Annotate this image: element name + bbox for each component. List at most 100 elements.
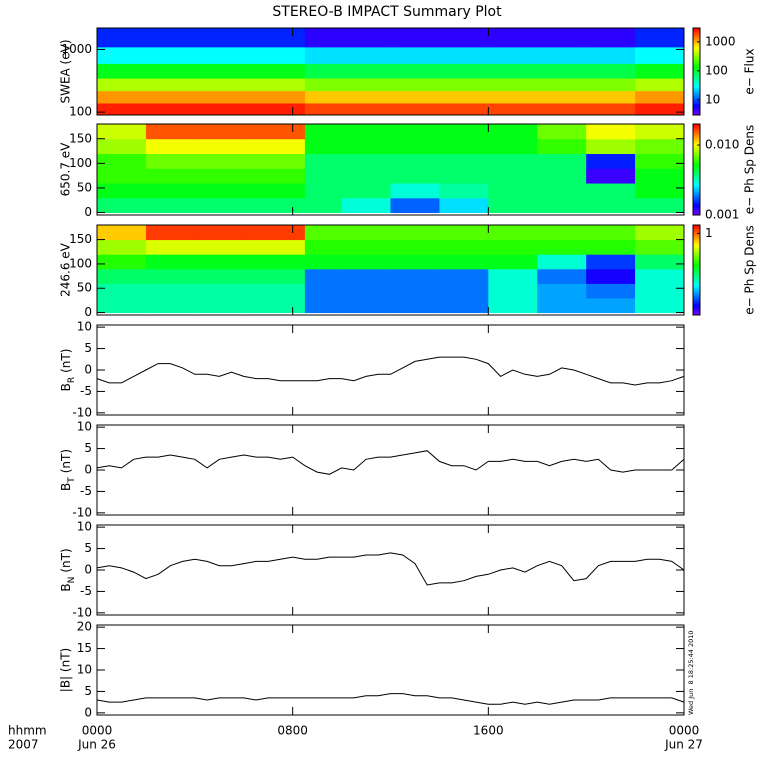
y-tick-label: 0: [84, 205, 92, 219]
colorbar-segment: [693, 246, 700, 248]
heatmap-cell: [390, 225, 440, 241]
heatmap-cell: [537, 90, 587, 104]
heatmap-cell: [586, 78, 636, 92]
heatmap-cell: [341, 183, 391, 199]
heatmap-cell: [390, 153, 440, 169]
colorbar-segment: [693, 32, 700, 35]
heatmap-cell: [390, 239, 440, 255]
colorbar-tick-label: 0.010: [705, 138, 739, 152]
heatmap-cell: [304, 28, 343, 48]
panel-frame: [96, 224, 685, 316]
heatmap-cell: [243, 183, 306, 199]
colorbar-segment: [693, 90, 700, 93]
heatmap-cell: [635, 197, 685, 214]
heatmap-cell: [586, 197, 636, 214]
colorbar-segment: [693, 166, 700, 169]
heatmap-cell: [537, 283, 587, 299]
y-tick-label: 5: [84, 441, 92, 455]
heatmap-cell: [586, 283, 636, 299]
heatmap-cell: [439, 197, 489, 214]
heatmap-cell: [243, 46, 306, 64]
heatmap-cell: [243, 239, 306, 255]
heatmap-cell: [439, 183, 489, 199]
colorbar-segment: [693, 208, 700, 211]
x-axis-label: hhmm: [8, 724, 47, 738]
heatmap-cell: [439, 268, 489, 284]
colorbar-segment: [693, 231, 700, 233]
heatmap-cell: [537, 239, 587, 255]
heatmap-cell: [537, 46, 587, 64]
colorbar-segment: [693, 88, 700, 91]
y-tick-label: -5: [80, 484, 92, 498]
heatmap-cell: [194, 28, 245, 48]
heatmap-cell: [194, 63, 245, 79]
colorbar-segment: [693, 48, 700, 51]
heatmap-cell: [635, 225, 685, 241]
colorbar-segment: [693, 106, 700, 109]
heatmap-cell: [97, 63, 147, 79]
colorbar-segment: [693, 300, 700, 302]
heatmap-cell: [537, 102, 587, 116]
colorbar-segment: [693, 110, 700, 113]
heatmap-cell: [243, 225, 306, 241]
heatmap-cell: [243, 297, 306, 314]
y-tick-label: 15: [77, 641, 92, 655]
heatmap-cell: [537, 78, 587, 92]
colorbar-segment: [693, 169, 700, 172]
colorbar-segment: [693, 36, 700, 39]
colorbar-segment: [693, 80, 700, 83]
heatmap-cell: [488, 283, 538, 299]
colorbar-segment: [693, 249, 700, 251]
colorbar-segment: [693, 210, 700, 213]
colorbar-segment: [693, 213, 700, 216]
heatmap-cell: [439, 102, 489, 116]
panel-frame: [96, 123, 685, 216]
timestamp: Wed Jun 8 18:25:44 2010: [687, 630, 695, 715]
y-tick-label: -5: [80, 384, 92, 398]
colorbar-segment: [693, 127, 700, 130]
colorbar-frame: [692, 27, 701, 116]
colorbar-segment: [693, 136, 700, 139]
heatmap-cell: [243, 254, 306, 270]
colorbar-segment: [693, 97, 700, 100]
heatmap-cell: [635, 239, 685, 255]
colorbar-segment: [693, 225, 700, 227]
colorbar-segment: [693, 128, 700, 131]
colorbar-segment: [693, 54, 700, 57]
y-tick-label: 100: [69, 156, 92, 170]
heatmap-cell: [341, 153, 391, 169]
colorbar-segment: [693, 158, 700, 161]
colorbar-segment: [693, 70, 700, 72]
colorbar-segment: [693, 39, 700, 42]
colorbar-segment: [693, 49, 700, 52]
heatmap-cell: [304, 63, 343, 79]
heatmap-cell: [341, 102, 391, 116]
colorbar-segment: [693, 86, 700, 88]
data-line: [96, 356, 685, 386]
heatmap-cell: [243, 78, 306, 92]
heatmap-cell: [635, 283, 685, 299]
y-tick-label: 0: [84, 463, 92, 477]
heatmap-cell: [145, 183, 196, 199]
colorbar-segment: [693, 309, 700, 311]
colorbar-segment: [693, 244, 700, 247]
colorbar-segment: [693, 255, 700, 257]
heatmap-cell: [304, 268, 343, 284]
y-label-sub: N: [67, 577, 77, 584]
heatmap-cell: [341, 46, 391, 64]
y-label-sub: R: [67, 377, 77, 383]
heatmap-cell: [586, 225, 636, 241]
colorbar-segment: [693, 232, 700, 235]
heatmap-cell: [194, 138, 245, 155]
y-axis-label: SWEA (eV): [59, 39, 73, 103]
colorbar-segment: [693, 46, 700, 49]
heatmap-cell: [390, 297, 440, 314]
y-tick-label: 10: [77, 420, 92, 434]
colorbar-segment: [693, 29, 700, 32]
x-tick-label: 0000: [82, 724, 113, 738]
colorbar-segment: [693, 55, 700, 58]
colorbar-segment: [693, 291, 700, 293]
heatmap-cell: [635, 297, 685, 314]
colorbar-segment: [693, 145, 700, 148]
colorbar-segment: [693, 103, 700, 106]
